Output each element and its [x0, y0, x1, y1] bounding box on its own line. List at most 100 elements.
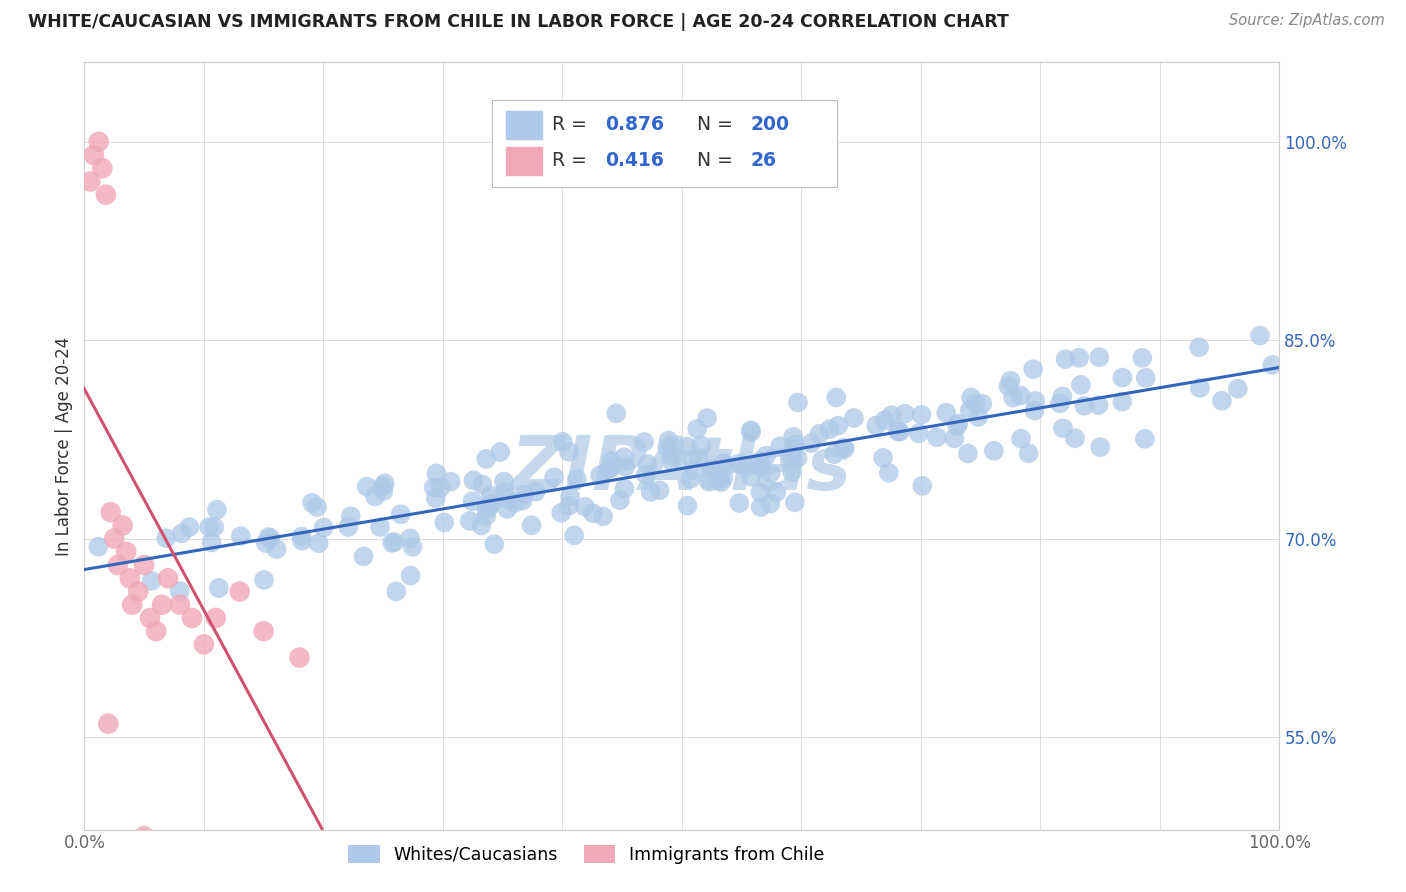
Point	[1064, 431, 1087, 445]
Point	[910, 408, 932, 422]
Point	[834, 442, 856, 456]
Point	[574, 500, 596, 514]
Point	[489, 445, 512, 459]
Point	[960, 391, 983, 405]
Point	[877, 466, 900, 480]
Point	[683, 463, 706, 477]
Point	[1249, 328, 1271, 343]
Text: R =: R =	[553, 115, 593, 135]
Bar	[506, 111, 543, 139]
Point	[118, 571, 141, 585]
Point	[87, 540, 110, 554]
Point	[513, 488, 536, 502]
Point	[818, 422, 841, 436]
Point	[679, 472, 702, 486]
Point	[389, 507, 412, 521]
Point	[740, 469, 762, 483]
Point	[823, 447, 845, 461]
Point	[475, 451, 498, 466]
Point	[946, 419, 969, 434]
Point	[364, 490, 387, 504]
Point	[887, 424, 910, 438]
Point	[648, 483, 671, 498]
Point	[288, 650, 311, 665]
Point	[735, 459, 758, 474]
Point	[748, 454, 770, 468]
Point	[697, 475, 720, 489]
Text: R =: R =	[553, 152, 593, 170]
Point	[658, 434, 681, 448]
Point	[759, 497, 782, 511]
Point	[765, 485, 787, 500]
Point	[181, 611, 204, 625]
Point	[512, 493, 534, 508]
Point	[661, 449, 683, 463]
Point	[690, 438, 713, 452]
Point	[169, 598, 191, 612]
Point	[461, 494, 484, 508]
Point	[997, 379, 1019, 393]
Point	[1111, 370, 1133, 384]
Point	[87, 135, 110, 149]
Point	[562, 528, 585, 542]
Point	[782, 430, 804, 444]
Point	[202, 520, 225, 534]
Point	[496, 491, 519, 506]
Point	[1133, 432, 1156, 446]
Point	[1022, 362, 1045, 376]
Point	[179, 520, 201, 534]
Point	[832, 441, 855, 455]
Point	[711, 471, 734, 485]
Point	[356, 480, 378, 494]
Point	[169, 584, 191, 599]
Point	[205, 502, 228, 516]
Text: 0.416: 0.416	[605, 152, 664, 170]
Point	[524, 484, 547, 499]
Point	[385, 584, 408, 599]
Point	[709, 472, 731, 486]
Point	[492, 475, 515, 489]
Point	[728, 496, 751, 510]
Point	[609, 493, 631, 508]
Point	[1188, 340, 1211, 354]
Point	[894, 407, 917, 421]
Point	[373, 484, 395, 499]
Point	[755, 449, 778, 463]
Point	[121, 598, 143, 612]
Point	[257, 530, 280, 544]
Point	[470, 518, 492, 533]
Point	[740, 425, 762, 439]
Point	[787, 395, 810, 409]
Point	[301, 496, 323, 510]
Point	[157, 571, 180, 585]
Point	[565, 472, 588, 486]
Point	[83, 148, 105, 162]
Point	[908, 426, 931, 441]
Point	[1010, 432, 1032, 446]
Point	[889, 425, 911, 439]
Point	[429, 481, 451, 495]
Point	[1090, 440, 1112, 454]
Text: N =: N =	[697, 115, 740, 135]
Point	[880, 409, 903, 423]
Point	[710, 475, 733, 489]
Point	[943, 432, 966, 446]
Point	[582, 506, 605, 520]
Point	[550, 506, 572, 520]
Point	[1070, 378, 1092, 392]
Point	[471, 477, 494, 491]
Point	[478, 500, 501, 514]
Point	[873, 413, 896, 427]
Point	[494, 484, 516, 499]
Point	[150, 598, 173, 612]
Y-axis label: In Labor Force | Age 20-24: In Labor Force | Age 20-24	[55, 336, 73, 556]
Point	[1049, 396, 1071, 410]
Point	[382, 535, 405, 549]
Point	[661, 454, 683, 468]
Point	[786, 451, 808, 466]
Bar	[506, 147, 543, 175]
Point	[381, 536, 404, 550]
Point	[688, 450, 710, 465]
Point	[422, 480, 444, 494]
Point	[132, 829, 156, 843]
